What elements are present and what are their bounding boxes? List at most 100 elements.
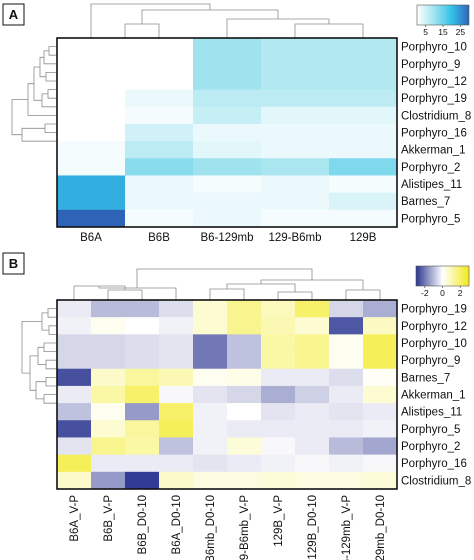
panel-b-row-labels: Porphyro_19 Porphyro_12 Porphyro_10 Porphyr… xyxy=(401,304,471,488)
heatmap-cell xyxy=(57,192,126,211)
heatmap-cell xyxy=(193,123,262,142)
column-label: B6B_V-P xyxy=(103,495,115,542)
heatmap-cell xyxy=(329,175,398,194)
dendrogram-branch xyxy=(35,381,46,400)
heatmap-cell xyxy=(363,403,398,421)
heatmap-cell xyxy=(329,317,364,335)
heatmap-cell xyxy=(295,385,330,404)
panel-a-label: A xyxy=(9,7,19,22)
colorbar-tick-label: 0 xyxy=(440,288,445,298)
dendrogram-branch xyxy=(294,23,364,38)
heatmap-cell xyxy=(363,334,398,353)
heatmap-cell xyxy=(193,454,228,473)
row-label: Clostridium_8 xyxy=(401,475,471,487)
dendrogram-branch xyxy=(90,3,211,38)
dendrogram-branch xyxy=(226,283,296,292)
heatmap-cell xyxy=(125,300,160,318)
heatmap-cell xyxy=(125,471,160,490)
heatmap-cell xyxy=(363,368,398,387)
heatmap-cell xyxy=(91,403,126,421)
heatmap-cell xyxy=(227,454,262,473)
heatmap-cell xyxy=(193,89,262,108)
panel-b-heatmap xyxy=(57,300,398,490)
dendrogram-branch xyxy=(43,50,57,65)
heatmap-cell xyxy=(193,158,262,176)
colorbar-gradient xyxy=(415,265,470,287)
row-label: Porphyro_12 xyxy=(401,321,467,333)
heatmap-cell xyxy=(363,300,398,318)
heatmap-cell xyxy=(91,454,126,473)
heatmap-cell xyxy=(193,368,228,387)
heatmap-cell xyxy=(363,317,398,335)
heatmap-cell xyxy=(329,437,364,456)
heatmap-cell xyxy=(261,334,296,353)
column-label: B6A_V-P xyxy=(69,495,81,542)
panel-a-heatmap xyxy=(57,38,398,228)
heatmap-cell xyxy=(227,385,262,404)
heatmap-cell xyxy=(329,141,398,159)
heatmap-cell xyxy=(227,334,262,353)
dendrogram-branch xyxy=(45,377,57,387)
dendrogram-branch xyxy=(209,288,245,300)
dendrogram-branch xyxy=(27,83,57,116)
heatmap-cell xyxy=(125,437,160,456)
heatmap-cell xyxy=(261,420,296,438)
colorbar-tick-label: 2 xyxy=(458,288,463,298)
heatmap-cell xyxy=(261,351,296,370)
heatmap-cell xyxy=(57,72,126,91)
dendrogram-branch xyxy=(43,342,57,352)
heatmap-cell xyxy=(261,141,330,159)
heatmap-cell xyxy=(193,192,262,211)
heatmap-cell xyxy=(193,351,228,370)
heatmap-cell xyxy=(295,437,330,456)
heatmap-cell xyxy=(57,317,92,335)
colorbar-gradient xyxy=(416,4,470,26)
heatmap-cell xyxy=(57,471,92,490)
heatmap-cell xyxy=(193,72,262,91)
heatmap-cell xyxy=(261,317,296,335)
dendrogram-branch xyxy=(33,66,42,101)
heatmap-cell xyxy=(91,351,126,370)
row-label: Porphyro_5 xyxy=(401,424,460,436)
heatmap-cell xyxy=(125,72,194,91)
heatmap-cell xyxy=(193,403,228,421)
heatmap-cell xyxy=(91,420,126,438)
heatmap-cell xyxy=(227,437,262,456)
heatmap-cell xyxy=(91,368,126,387)
dendrogram-branch xyxy=(29,355,38,391)
panel-a-colorbar: 5 15 25 xyxy=(416,4,470,37)
dendrogram-branch xyxy=(226,18,330,38)
row-label: Porphyro_2 xyxy=(401,162,460,174)
heatmap-cell xyxy=(329,158,398,176)
heatmap-cell xyxy=(329,368,364,387)
heatmap-cell xyxy=(91,300,126,318)
dendrogram-branch xyxy=(45,359,57,370)
heatmap-cell xyxy=(261,55,330,73)
heatmap-cell xyxy=(91,385,126,404)
column-label: B6-129mb_D0-10 xyxy=(375,495,387,560)
heatmap-cell xyxy=(125,158,194,176)
heatmap-cell xyxy=(295,351,330,370)
heatmap-cell xyxy=(329,454,364,473)
column-label: 129B_D0-10 xyxy=(307,495,319,560)
panel-a-label-box xyxy=(2,3,25,26)
dendrogram-branch xyxy=(107,289,143,300)
heatmap-cell xyxy=(261,437,296,456)
heatmap-cell xyxy=(227,368,262,387)
heatmap-cell xyxy=(363,385,398,404)
heatmap-cell xyxy=(261,454,296,473)
heatmap-cell xyxy=(91,437,126,456)
column-label: 129B_V-P xyxy=(273,495,285,547)
dendrogram-branch xyxy=(21,127,57,142)
heatmap-cell xyxy=(125,192,194,211)
heatmap-cell xyxy=(329,55,398,73)
row-label: Alistipes_11 xyxy=(401,407,462,419)
heatmap-cell xyxy=(57,209,126,228)
row-label: Porphyro_16 xyxy=(401,128,467,140)
row-label: Porphyro_12 xyxy=(401,76,467,88)
heatmap-cell xyxy=(329,38,398,56)
heatmap-cell xyxy=(329,385,364,404)
heatmap-cell xyxy=(57,123,126,142)
row-label: Porphyro_9 xyxy=(401,355,460,367)
heatmap-cell xyxy=(57,106,126,125)
